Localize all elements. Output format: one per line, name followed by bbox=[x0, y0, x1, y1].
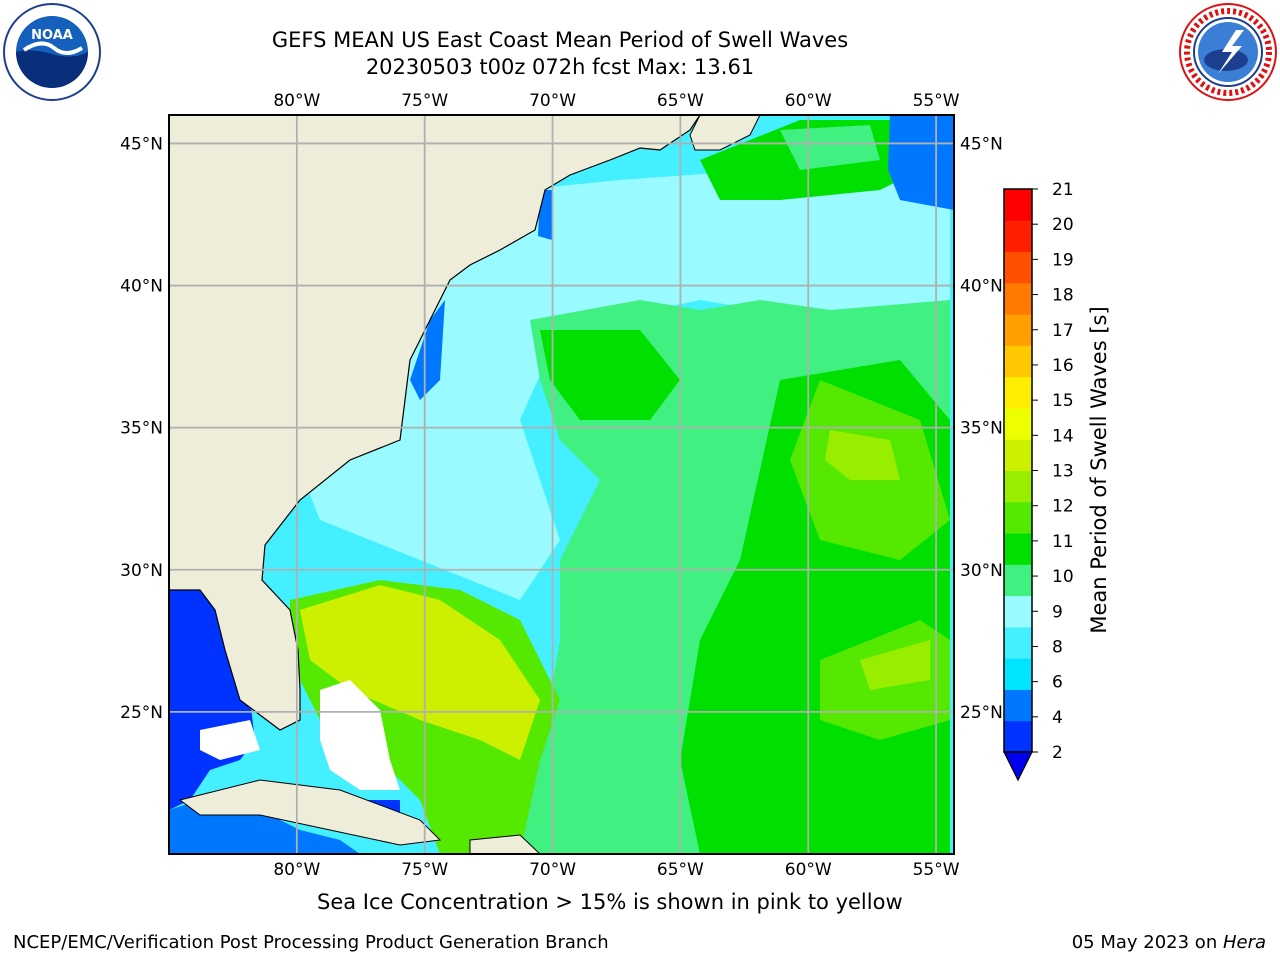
swell-zone-13s bbox=[300, 585, 540, 760]
footer-credit: NCEP/EMC/Verification Post Processing Pr… bbox=[13, 932, 609, 953]
sea-ice-note: Sea Ice Concentration > 15% is shown in … bbox=[317, 890, 903, 914]
lon-label: 60°W bbox=[785, 860, 832, 880]
lon-label: 65°W bbox=[657, 91, 704, 111]
colorbar-extend-arrow bbox=[1003, 751, 1033, 782]
colorbar-segment bbox=[1004, 564, 1032, 597]
colorbar-segment bbox=[1004, 314, 1032, 346]
swell-zone-4s-midatl bbox=[410, 300, 445, 400]
colorbar-ticks: 21 20 19 18 17 16 15 14 13 12 11 10 9 8 6 4 2 bbox=[1032, 180, 1074, 763]
colorbar-tick-label: 6 bbox=[1052, 673, 1063, 693]
gridlines bbox=[169, 115, 954, 854]
florida-keys-mask bbox=[200, 720, 260, 760]
lat-label: 30°N bbox=[960, 561, 1003, 581]
colorbar-tick-label: 14 bbox=[1052, 426, 1074, 446]
footer-machine: Hera bbox=[1222, 932, 1266, 953]
lon-label: 55°W bbox=[913, 91, 960, 111]
colorbar-tick-label: 4 bbox=[1052, 708, 1063, 728]
colorbar-segment bbox=[1004, 189, 1032, 221]
colorbar-segment bbox=[1004, 626, 1032, 659]
colorbar-tick-label: 10 bbox=[1052, 567, 1074, 587]
lat-label: 25°N bbox=[120, 703, 163, 723]
lat-label: 40°N bbox=[960, 277, 1003, 297]
colorbar-tick-label: 11 bbox=[1052, 532, 1074, 552]
colorbar-segment bbox=[1004, 595, 1032, 628]
colorbar-segment bbox=[1004, 407, 1032, 440]
colorbar bbox=[1003, 188, 1033, 782]
lon-label: 60°W bbox=[785, 91, 832, 111]
noaa-logo: NOAA bbox=[3, 3, 101, 101]
lon-label: 75°W bbox=[401, 860, 448, 880]
colorbar-label: Mean Period of Swell Waves [s] bbox=[1087, 306, 1111, 633]
lat-label: 40°N bbox=[120, 277, 163, 297]
swell-zone-8s bbox=[300, 170, 950, 600]
swell-zone-10s-north bbox=[540, 330, 680, 420]
lat-labels-left: 45°N 40°N 35°N 30°N 25°N bbox=[120, 134, 163, 722]
colorbar-tick-label: 20 bbox=[1052, 215, 1074, 235]
map-field bbox=[169, 115, 954, 854]
lon-labels-top: 80°W 75°W 70°W 65°W 60°W 55°W bbox=[273, 91, 959, 111]
us-landmass bbox=[169, 115, 701, 731]
colorbar-segment bbox=[1004, 282, 1032, 315]
lon-label: 70°W bbox=[529, 860, 576, 880]
colorbar-segment bbox=[1004, 720, 1032, 753]
lon-label: 65°W bbox=[657, 860, 704, 880]
swell-zone-12s-south bbox=[860, 640, 930, 690]
lat-label: 45°N bbox=[120, 134, 163, 154]
lat-label: 35°N bbox=[120, 419, 163, 439]
colorbar-tick-label: 21 bbox=[1052, 180, 1074, 200]
colorbar-segment bbox=[1004, 220, 1032, 253]
lon-label: 80°W bbox=[273, 91, 320, 111]
colorbar-segment bbox=[1004, 251, 1032, 284]
lat-labels-right: 45°N 40°N 35°N 30°N 25°N bbox=[960, 134, 1003, 722]
colorbar-segment bbox=[1004, 501, 1032, 534]
colorbar-segment bbox=[1004, 689, 1032, 722]
lon-label: 80°W bbox=[273, 860, 320, 880]
lat-label: 30°N bbox=[120, 561, 163, 581]
colorbar-tick-label: 8 bbox=[1052, 637, 1063, 657]
cuba bbox=[178, 779, 442, 846]
nova-scotia bbox=[689, 115, 761, 151]
colorbar-tick-label: 9 bbox=[1052, 602, 1063, 622]
colorbar-tick-label: 19 bbox=[1052, 250, 1074, 270]
footer-date-text: 05 May 2023 on bbox=[1071, 932, 1223, 953]
colorbar-tick-label: 16 bbox=[1052, 356, 1074, 376]
map-frame bbox=[168, 114, 955, 855]
colorbar-tick-label: 17 bbox=[1052, 321, 1074, 341]
swell-zone-12s bbox=[825, 430, 900, 480]
colorbar-segment bbox=[1004, 439, 1032, 471]
lon-label: 75°W bbox=[401, 91, 448, 111]
chart-subtitle: 20230503 t00z 072h fcst Max: 13.61 bbox=[365, 55, 755, 79]
lon-label: 55°W bbox=[913, 860, 960, 880]
colorbar-tick-label: 18 bbox=[1052, 286, 1074, 306]
colorbar-tick-label: 15 bbox=[1052, 391, 1074, 411]
colorbar-segment bbox=[1004, 376, 1032, 409]
swell-zone-4s-ne bbox=[888, 115, 954, 210]
colorbar-tick-label: 2 bbox=[1052, 743, 1063, 763]
hispaniola bbox=[469, 834, 541, 854]
colorbar-tick-label: 12 bbox=[1052, 497, 1074, 517]
footer-date: 05 May 2023 on Hera bbox=[1072, 932, 1266, 953]
nws-logo bbox=[1179, 3, 1277, 101]
lat-label: 45°N bbox=[960, 134, 1003, 154]
colorbar-segment bbox=[1004, 470, 1032, 503]
colorbar-segment bbox=[1004, 345, 1032, 378]
colorbar-segment bbox=[1004, 658, 1032, 690]
lat-label: 35°N bbox=[960, 419, 1003, 439]
bahamas-mask bbox=[320, 680, 400, 790]
noaa-logo-text: NOAA bbox=[31, 28, 73, 43]
chart-title: GEFS MEAN US East Coast Mean Period of S… bbox=[271, 28, 849, 52]
colorbar-segment bbox=[1004, 533, 1032, 565]
swell-zone-9s-ne bbox=[780, 125, 880, 170]
lon-labels-bottom: 80°W 75°W 70°W 65°W 60°W 55°W bbox=[273, 860, 959, 880]
lon-label: 70°W bbox=[529, 91, 576, 111]
colorbar-tick-label: 13 bbox=[1052, 462, 1074, 482]
lat-label: 25°N bbox=[960, 703, 1003, 723]
